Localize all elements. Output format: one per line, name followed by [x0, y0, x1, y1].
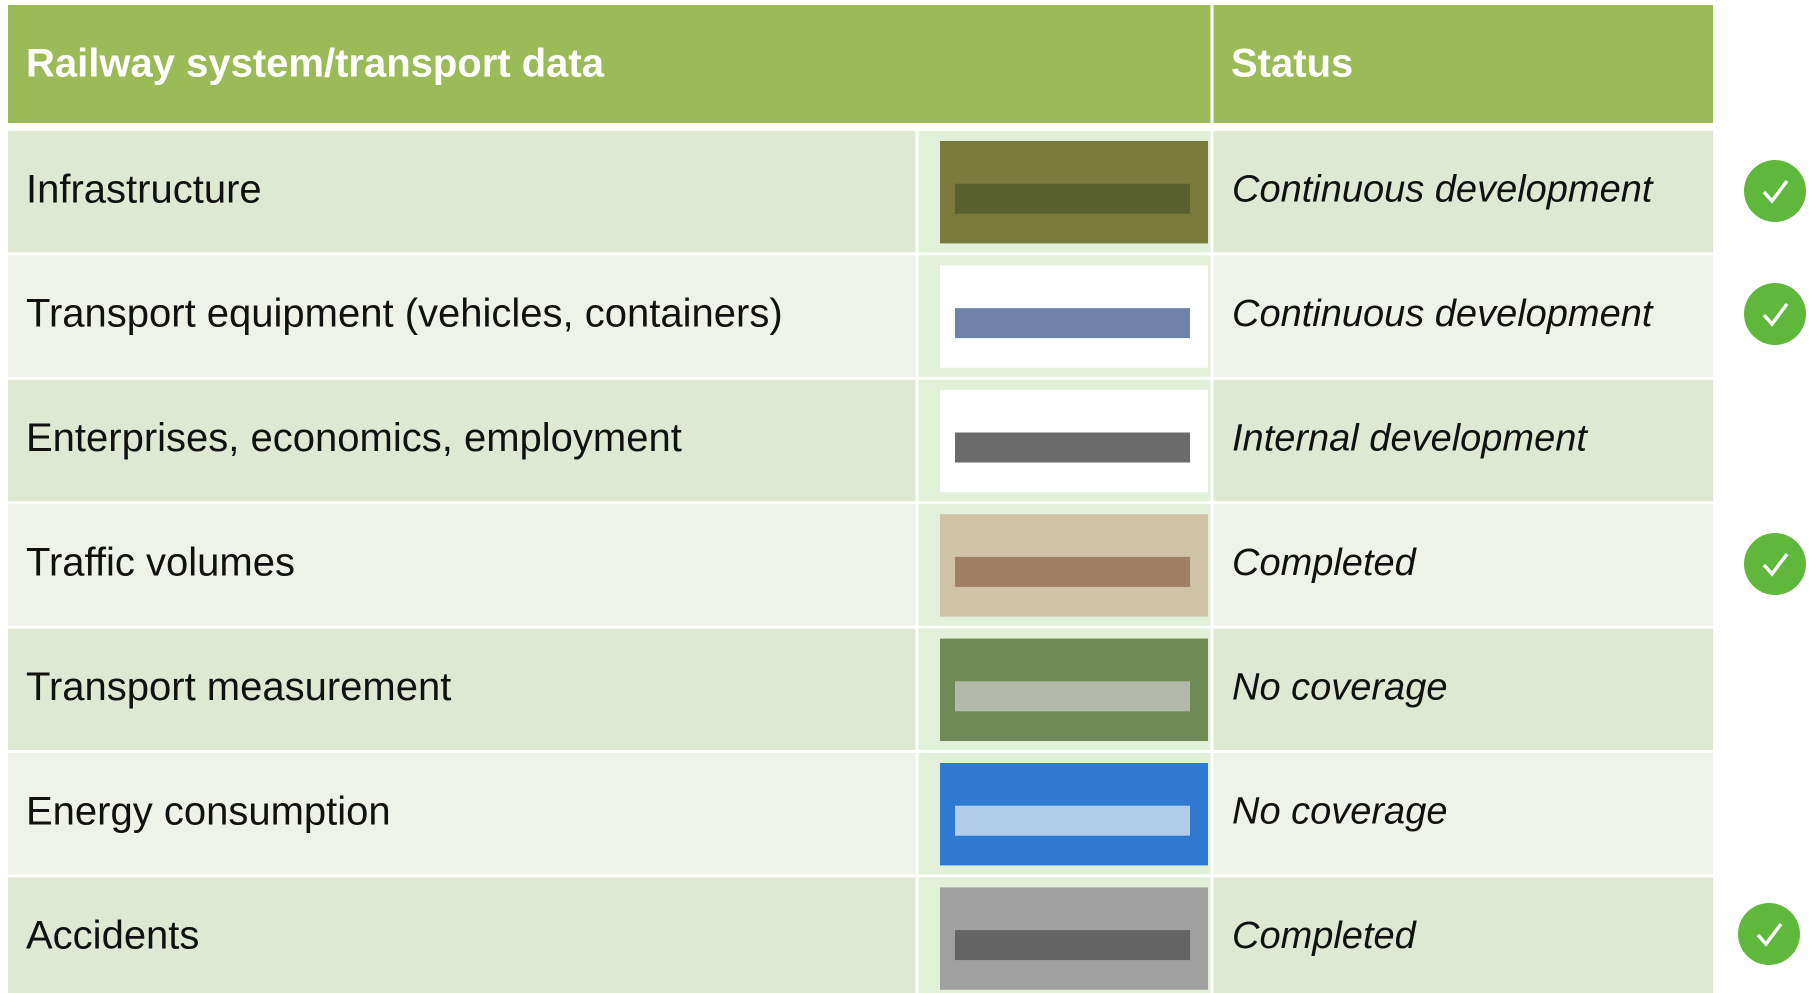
- row-status: No coverage: [1232, 791, 1447, 833]
- check-icon: [1744, 533, 1806, 595]
- rows: Infrastructure Continuous development Tran…: [8, 131, 1713, 993]
- row-label: Energy consumption: [26, 789, 391, 833]
- header-title: Railway system/transport data: [26, 42, 605, 86]
- row-label: Transport equipment (vehicles, container…: [26, 292, 783, 336]
- row-photo-detail: [955, 556, 1190, 587]
- row-photo-detail: [955, 930, 1190, 961]
- row-bg: [8, 504, 1713, 626]
- row-status: Continuous development: [1232, 293, 1654, 335]
- row-label: Enterprises, economics, employment: [26, 416, 682, 460]
- row-status: No coverage: [1232, 666, 1447, 708]
- row-label: Transport measurement: [26, 665, 451, 709]
- row-label: Traffic volumes: [26, 540, 295, 584]
- row-bg: [8, 255, 1713, 377]
- row-photo-detail: [955, 432, 1190, 463]
- row-bg: [8, 131, 1713, 253]
- check-icon: [1744, 160, 1806, 222]
- header-row: [8, 5, 1713, 123]
- row-bg: [8, 877, 1713, 993]
- row-photo-detail: [955, 805, 1190, 836]
- row-bg: [8, 379, 1713, 502]
- row-label: Infrastructure: [26, 167, 262, 211]
- row-photo-detail: [955, 681, 1190, 712]
- check-icon: [1738, 903, 1800, 965]
- row-bg: [8, 628, 1713, 750]
- check-icon: [1744, 283, 1806, 345]
- row-status: Internal development: [1232, 418, 1588, 460]
- row-status: Completed: [1232, 542, 1418, 584]
- row-label: Accidents: [26, 914, 199, 958]
- row-bg: [8, 753, 1713, 875]
- row-photo-detail: [955, 183, 1190, 214]
- row-status: Completed: [1232, 915, 1418, 957]
- header-status: Status: [1231, 42, 1353, 86]
- row-status: Continuous development: [1232, 169, 1654, 211]
- row-photo-detail: [955, 308, 1190, 339]
